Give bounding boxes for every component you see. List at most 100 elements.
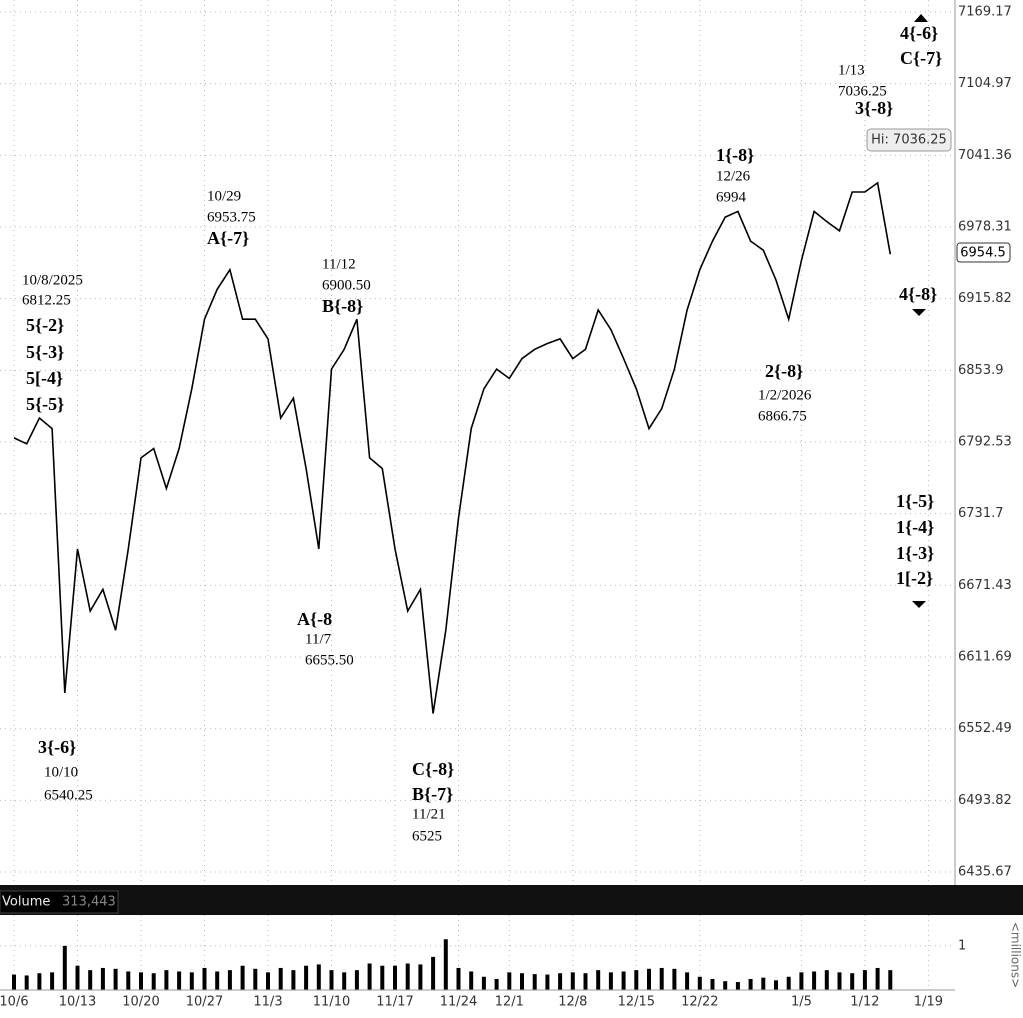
wave-label: B{-7} <box>412 784 453 804</box>
y-tick-label: 6978.31 <box>958 219 1012 234</box>
volume-bar <box>494 978 499 990</box>
y-tick-label: 6915.82 <box>958 291 1012 306</box>
volume-title: Volume <box>2 895 50 910</box>
volume-bar <box>75 965 80 990</box>
y-tick-label: 6611.69 <box>958 650 1012 665</box>
wave-label: 5{-2} <box>26 315 64 335</box>
wave-label: 1{-8} <box>716 145 754 165</box>
x-tick-label: 12/15 <box>618 995 655 1010</box>
annotation-text: 6866.75 <box>758 408 807 424</box>
volume-bar <box>278 967 283 990</box>
x-tick-label: 11/10 <box>313 995 350 1010</box>
volume-bar <box>177 971 182 990</box>
volume-bar <box>342 972 347 990</box>
volume-bar <box>647 968 651 990</box>
y-tick-label: 6493.82 <box>958 793 1012 808</box>
volume-bar <box>850 973 855 990</box>
volume-bar <box>443 939 448 990</box>
wave-label: C{-8} <box>412 759 454 779</box>
annotation-text: 6812.25 <box>22 292 71 308</box>
wave-label: 5{-3} <box>26 342 64 362</box>
wave-label: 3{-8} <box>855 98 893 118</box>
arrow-up <box>914 14 928 22</box>
wave-label: C{-7} <box>900 48 942 68</box>
x-tick-label: 10/20 <box>122 995 159 1010</box>
volume-header-box <box>0 890 119 914</box>
x-tick-label: 11/24 <box>440 995 477 1010</box>
volume-bar <box>520 973 524 990</box>
y-tick-label: 7041.36 <box>958 148 1012 163</box>
volume-bar <box>316 964 321 990</box>
y-tick-label: 7104.97 <box>958 76 1012 91</box>
volume-bar <box>380 965 385 990</box>
last-price-box <box>956 242 1011 263</box>
annotation-text: 11/7 <box>305 631 332 647</box>
volume-bar <box>532 974 537 990</box>
y-tick-label: 6552.49 <box>958 721 1012 736</box>
y-tick-label: 7169.17 <box>958 5 1012 20</box>
volume-bar <box>507 972 512 990</box>
wave-label: A{-7} <box>207 228 249 248</box>
arrow-down <box>912 309 926 316</box>
volume-bar <box>24 975 29 990</box>
volume-bar <box>659 967 664 990</box>
annotation-text: 11/12 <box>322 256 356 272</box>
y-tick-label: 6671.43 <box>958 578 1012 593</box>
annotation-text: 6655.50 <box>305 652 354 668</box>
wave-label: 5{-5} <box>26 394 64 414</box>
volume-bar <box>418 964 423 990</box>
wave-label: 4{-6} <box>900 23 938 43</box>
volume-bar <box>735 982 740 990</box>
volume-bar <box>113 968 118 990</box>
volume-bar <box>253 968 258 990</box>
wave-label: 1[-2} <box>896 568 933 588</box>
x-tick-label: 1/19 <box>914 995 943 1010</box>
volume-bar <box>786 976 791 990</box>
wave-label: 2{-8} <box>765 361 803 381</box>
volume-bar <box>202 967 207 990</box>
volume-bar <box>723 981 728 990</box>
x-tick-label: 12/22 <box>681 995 718 1010</box>
volume-bar <box>240 965 245 990</box>
volume-bar <box>812 971 817 990</box>
volume-bar <box>227 970 232 990</box>
price-line <box>13 181 892 714</box>
volume-bar <box>329 970 334 990</box>
volume-bar <box>697 976 702 990</box>
volume-bar <box>367 963 372 990</box>
annotation-text: 6900.50 <box>322 277 371 293</box>
high-label: Hi: 7036.25 <box>871 133 947 148</box>
y-tick-label: 6792.53 <box>958 434 1012 449</box>
volume-bar <box>431 956 436 990</box>
volume-bar <box>50 972 55 990</box>
arrow-down <box>912 601 926 608</box>
volume-bar <box>710 978 715 990</box>
annotation-text: 1/13 <box>838 62 865 78</box>
volume-bar <box>634 970 639 990</box>
wave-label: 1{-5} <box>896 491 934 511</box>
x-tick-label: 10/27 <box>186 995 223 1010</box>
annotation-text: 10/10 <box>44 764 78 780</box>
volume-last: 313,443 <box>62 895 116 910</box>
annotation-text: 1/2/2026 <box>758 387 812 403</box>
volume-bar <box>596 970 601 990</box>
volume-bar <box>215 971 220 990</box>
y-tick-label: 6853.9 <box>958 363 1004 378</box>
x-tick-label: 10/13 <box>59 995 96 1010</box>
annotation-text: 11/21 <box>412 806 446 822</box>
volume-bar <box>469 971 474 990</box>
volume-bar <box>799 972 804 990</box>
last-price: 6954.5 <box>960 246 1006 261</box>
volume-bar <box>608 972 613 990</box>
x-tick-label: 1/12 <box>850 995 879 1010</box>
wave-label: 1{-3} <box>896 543 934 563</box>
annotation-text: 7036.25 <box>838 83 887 99</box>
wave-label: 3{-6} <box>38 737 76 757</box>
volume-bar <box>621 971 626 990</box>
volume-bar <box>164 970 169 990</box>
high-label-box <box>866 128 952 152</box>
volume-bar <box>875 967 880 990</box>
